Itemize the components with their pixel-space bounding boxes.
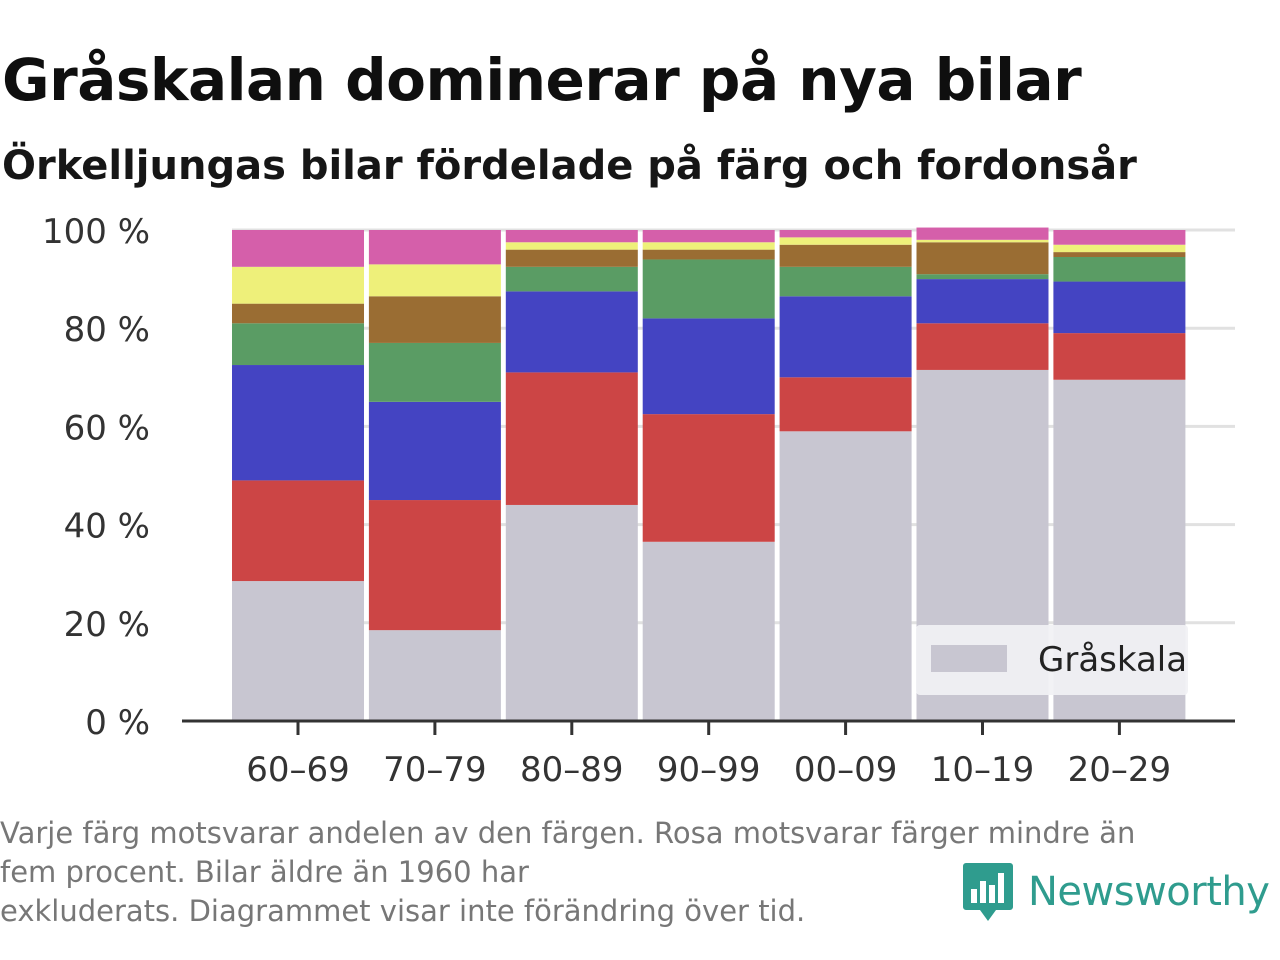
bar-segment [1053,230,1186,245]
x-tick-label: 80–89 [520,750,624,790]
bar-segment [916,274,1049,280]
x-tick-label: 60–69 [246,750,350,790]
bar-segment [779,296,912,378]
legend-swatch [931,645,1007,672]
chart-title: Gråskalan dominerar på nya bilar [2,46,1082,114]
newsworthy-chart-logo-icon [963,863,1013,921]
bar-segment [916,242,1049,275]
footnote-line-3: exkluderats. Diagrammet visar inte förän… [0,894,806,928]
bar-segment [368,500,501,631]
bar-segment [779,230,912,238]
bar-segment [779,431,912,721]
legend-box [916,625,1188,695]
brand-logo: Newsworthy [962,860,1270,924]
bar-segment [368,401,501,501]
bar-segment [642,259,775,319]
bar-segment [916,227,1049,240]
bar-segment [505,504,638,721]
y-tick-label: 40 % [64,507,150,547]
bar-segment [1053,257,1186,282]
bar-segment [505,266,638,292]
y-tick-label: 0 % [85,703,150,743]
x-tick-label: 70–79 [383,750,487,790]
footnote: Varje färg motsvarar andelen av den färg… [0,814,1260,931]
bar-segment [916,239,1049,243]
bar-segment [1053,281,1186,334]
bar-segment [232,323,364,366]
bar-segment [368,296,501,343]
stacked-bar-chart: 0 % 20 % 40 % 60 % 80 % 100 % 60–69 70–79 80–89 9… [42,212,1235,790]
bar-segment [1053,333,1186,380]
chart-subtitle: Örkelljungas bilar fördelade på färg och… [2,143,1137,189]
footnote-line-2: fem procent. Bilar äldre än 1960 har [0,855,529,889]
bar-segment [1053,252,1186,258]
bar-segment [642,230,775,243]
bar-segment [505,230,638,243]
x-tick-label: 00–09 [794,750,898,790]
bar-segment [779,237,912,245]
x-tick-label: 10–19 [931,750,1035,790]
bar-segment [232,365,364,481]
bar-segment [642,242,775,250]
bar-segment [232,303,364,324]
y-tick-label: 20 % [64,605,150,645]
brand-name: Newsworthy [1028,869,1270,915]
bar-segment [1053,244,1186,253]
bar-segment [779,377,912,432]
bar-segment [505,291,638,373]
x-tick-label: 20–29 [1068,750,1172,790]
y-tick-label: 80 % [64,310,150,350]
bar-segment [642,541,775,721]
bar-segment [505,249,638,267]
bar-segment [916,279,1049,324]
bar-segment [642,249,775,260]
bar-segment [779,266,912,297]
y-tick-label: 100 % [42,212,150,252]
footnote-line-1: Varje färg motsvarar andelen av den färg… [0,816,1136,850]
y-tick-label: 60 % [64,408,150,448]
bar-segment [368,630,501,721]
bar-segment [779,244,912,267]
bar-segment [232,230,364,267]
bar-segment [505,242,638,250]
legend-label: Gråskala [1038,640,1187,680]
bar-segment [642,414,775,542]
bar-segment [368,264,501,297]
bar-segment [505,372,638,505]
x-tick-label: 90–99 [657,750,761,790]
bar-segment [232,581,364,721]
bar-segment [642,318,775,415]
bar-segment [232,266,364,304]
bar-segment [232,480,364,582]
bar-segment [368,342,501,402]
bar-segment [916,323,1049,370]
bar-segment [368,230,501,265]
